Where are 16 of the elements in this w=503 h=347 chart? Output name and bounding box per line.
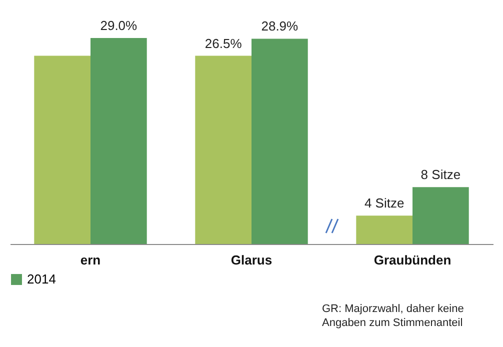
data-label: 8 Sitze xyxy=(420,167,461,182)
data-label: 26.5% xyxy=(204,36,242,51)
data-label: 28.9% xyxy=(261,18,299,34)
bar xyxy=(195,56,252,244)
text: GR: Majorzwahl, daher keine Angaben zum Stimmenanteil xyxy=(322,302,465,330)
legend-label: 2014 xyxy=(27,272,56,286)
x-tick-label: Graubünden xyxy=(374,252,452,268)
bar xyxy=(356,216,412,244)
data-label: 29.0% xyxy=(100,18,138,33)
x-tick-label: Glarus xyxy=(230,252,272,268)
bar xyxy=(34,56,90,244)
bar xyxy=(252,38,308,244)
bar xyxy=(412,187,469,244)
data-label: 4 Sitze xyxy=(364,196,404,211)
x-tick-label: ern xyxy=(80,252,101,268)
bar xyxy=(90,38,147,244)
